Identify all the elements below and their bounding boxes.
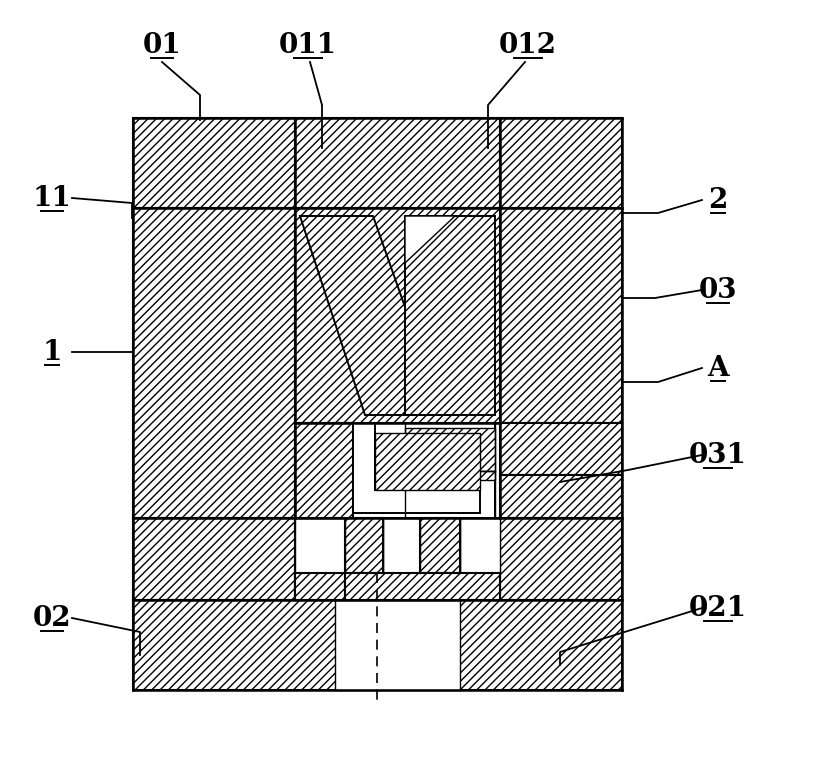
Polygon shape: [295, 423, 353, 518]
Text: 011: 011: [279, 32, 337, 59]
Polygon shape: [133, 518, 295, 600]
Polygon shape: [353, 423, 480, 513]
Text: 01: 01: [143, 32, 181, 59]
Text: A: A: [707, 355, 729, 382]
Polygon shape: [420, 518, 460, 573]
Text: 012: 012: [499, 32, 557, 59]
Polygon shape: [295, 208, 500, 423]
Polygon shape: [133, 208, 295, 518]
Polygon shape: [345, 573, 500, 600]
Text: 1: 1: [42, 339, 62, 366]
Polygon shape: [500, 208, 622, 423]
Polygon shape: [300, 216, 443, 415]
Polygon shape: [500, 423, 622, 475]
Polygon shape: [295, 518, 500, 600]
Text: 031: 031: [689, 441, 747, 468]
Text: 02: 02: [33, 604, 72, 632]
Text: 021: 021: [689, 594, 747, 621]
Polygon shape: [133, 600, 622, 690]
Polygon shape: [405, 216, 455, 263]
Polygon shape: [133, 118, 295, 208]
Polygon shape: [500, 518, 622, 600]
Text: 11: 11: [33, 185, 72, 212]
Polygon shape: [460, 518, 500, 573]
Polygon shape: [375, 433, 480, 490]
Polygon shape: [353, 423, 495, 518]
Polygon shape: [500, 475, 622, 518]
Polygon shape: [405, 428, 495, 471]
Polygon shape: [335, 600, 460, 690]
Polygon shape: [295, 118, 500, 208]
Text: 03: 03: [698, 277, 738, 304]
Polygon shape: [345, 518, 383, 573]
Polygon shape: [405, 471, 495, 480]
Polygon shape: [383, 518, 460, 573]
Polygon shape: [295, 518, 345, 573]
Polygon shape: [405, 216, 495, 415]
Polygon shape: [295, 573, 345, 600]
Polygon shape: [500, 118, 622, 208]
Text: 2: 2: [708, 186, 728, 213]
